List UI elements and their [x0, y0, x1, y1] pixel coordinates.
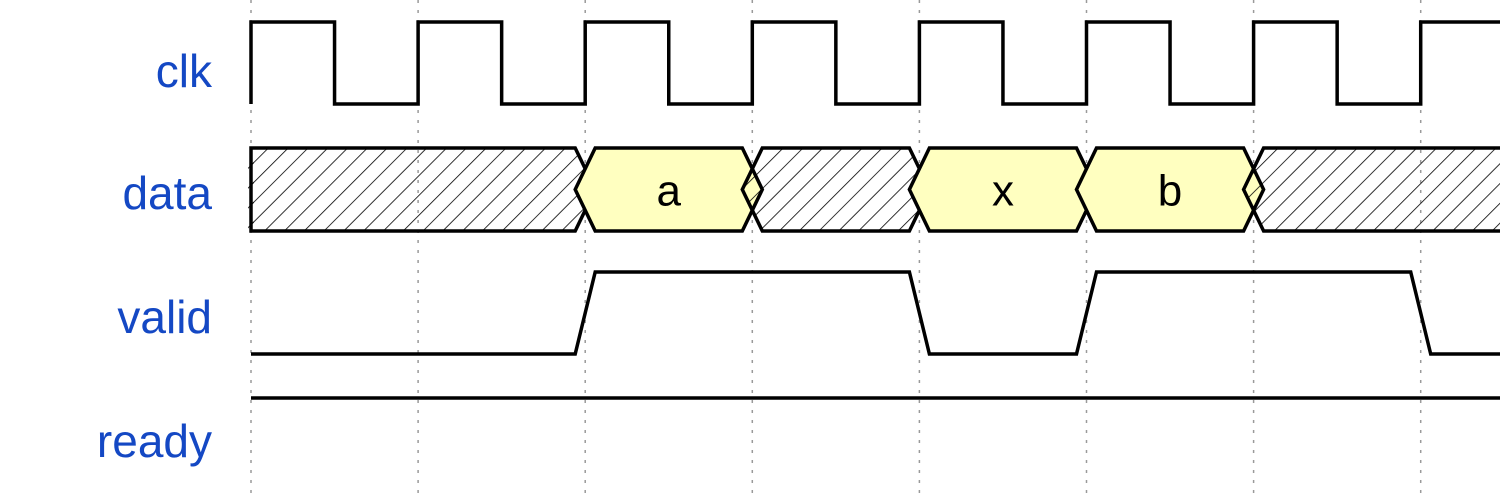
data-unknown-cell: [249, 146, 598, 233]
signal-label-data: data: [122, 167, 212, 219]
grid-lines: [250, 0, 1422, 500]
signal-label-valid: valid: [117, 291, 212, 343]
valid-waveform: [251, 270, 1500, 356]
data-unknown-cell: [740, 146, 932, 233]
data-unknown-cell: [1241, 146, 1500, 233]
signal-label-clk: clk: [155, 45, 212, 97]
data-value-label: b: [1158, 167, 1182, 216]
bus-edge-cover: [248, 150, 254, 229]
data-value-label: x: [992, 167, 1014, 216]
signal-label-ready: ready: [96, 415, 212, 467]
data-value-label: a: [657, 167, 682, 216]
clk-waveform: [249, 20, 1500, 106]
